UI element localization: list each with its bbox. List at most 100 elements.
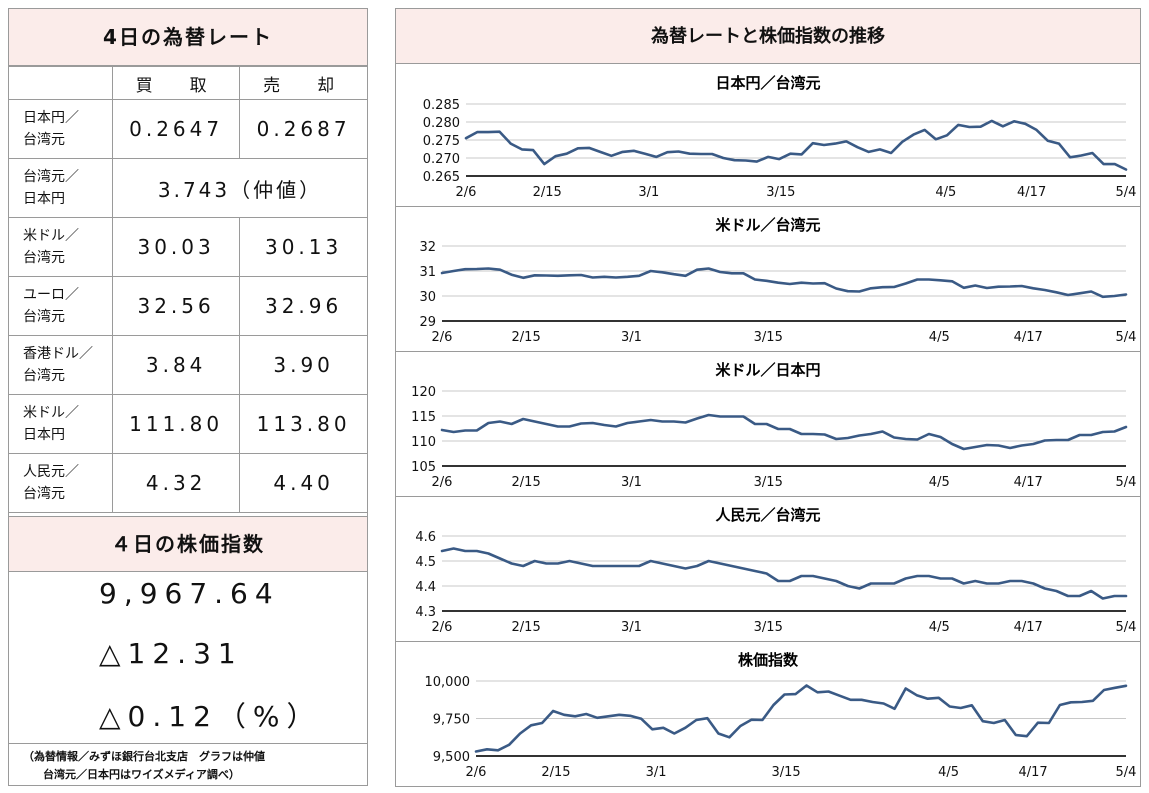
sell-value: 4.40 [239, 453, 367, 513]
x-tick-label: 3/1 [638, 185, 659, 200]
sell-value: 30.13 [239, 217, 367, 277]
stock-value: 9,967.64 [99, 577, 280, 610]
pair-label: 米ドル／ 日本円 [9, 394, 113, 454]
y-tick-label: 105 [411, 460, 436, 475]
header-blank [9, 66, 113, 100]
x-tick-label: 2/6 [432, 475, 453, 490]
source-note: （為替情報／みずほ銀行台北支店 グラフは仲値 台湾元／日本円はワイズメディア調べ… [9, 743, 367, 784]
stock-change-pct: △0.12（%） [99, 700, 322, 733]
x-tick-label: 2/6 [456, 185, 477, 200]
x-tick-label: 5/4 [1116, 475, 1137, 490]
source-note-line2: 台湾元／日本円はワイズメディア調べ） [43, 768, 240, 781]
buy-value: 111.80 [111, 394, 241, 454]
y-tick-label: 0.265 [423, 170, 460, 185]
x-tick-label: 4/17 [1014, 620, 1043, 635]
y-tick-label: 4.6 [415, 530, 436, 545]
y-tick-label: 115 [411, 410, 436, 425]
header-buy: 買 取 [111, 66, 241, 100]
rate-row-eur-twd: ユーロ／ 台湾元 32.56 32.96 [9, 276, 367, 336]
charts-panel: 為替レートと株価指数の推移 日本円／台湾元 0.265 0.270 0.275 0.28… [395, 8, 1141, 787]
series-line [464, 119, 1128, 171]
x-tick-label: 2/6 [466, 765, 487, 780]
y-tick-label: 31 [419, 265, 436, 280]
chart-3: 米ドル／日本円 105 110 115 120 2/6 2/15 3/1 3/15 4/5 4/17… [396, 351, 1140, 490]
stock-change: △12.31 [99, 637, 243, 670]
chart-1: 日本円／台湾元 0.265 0.270 0.275 0.280 0.285 2/6 2/15 3… [423, 74, 1137, 200]
chart-title: 米ドル／日本円 [715, 361, 820, 379]
chart-title: 人民元／台湾元 [715, 506, 820, 524]
y-tick-label: 110 [411, 435, 436, 450]
x-tick-label: 2/15 [533, 185, 562, 200]
y-tick-label: 0.280 [423, 116, 460, 131]
y-tick-label: 9,500 [433, 750, 470, 765]
y-tick-label: 32 [419, 240, 436, 255]
sell-value: 113.80 [239, 394, 367, 454]
sell-value: 0.2687 [239, 99, 367, 159]
pair-label: ユーロ／ 台湾元 [9, 276, 113, 336]
stock-panel: ４日の株価指数 9,967.64 △12.31 △0.12（%） （為替情報／み… [8, 516, 368, 786]
x-tick-label: 4/17 [1017, 185, 1046, 200]
sell-value: 32.96 [239, 276, 367, 336]
mid-value: 3.743（仲値） [112, 158, 367, 218]
series-line [440, 267, 1128, 299]
x-tick-label: 3/15 [771, 765, 800, 780]
y-tick-label: 29 [419, 315, 436, 330]
rate-row-jpy-twd: 日本円／ 台湾元 0.2647 0.2687 [9, 99, 367, 159]
x-tick-label: 3/15 [754, 620, 783, 635]
buy-value: 3.84 [111, 335, 241, 395]
x-tick-label: 3/1 [646, 765, 667, 780]
x-tick-label: 2/15 [541, 765, 570, 780]
charts-title: 為替レートと株価指数の推移 [396, 9, 1140, 64]
buy-value: 4.32 [111, 453, 241, 513]
y-tick-label: 4.5 [415, 555, 436, 570]
chart-5: 株価指数 9,500 9,750 10,000 2/6 2/15 3/1 3/15 4/5 4/1… [396, 641, 1140, 780]
x-tick-label: 2/15 [512, 475, 541, 490]
rate-row-usd-jpy: 米ドル／ 日本円 111.80 113.80 [9, 394, 367, 454]
x-tick-label: 4/5 [929, 330, 950, 345]
x-tick-label: 4/17 [1014, 475, 1043, 490]
chart-title: 米ドル／台湾元 [715, 216, 820, 234]
x-tick-label: 3/1 [621, 330, 642, 345]
header-sell: 売 却 [239, 66, 367, 100]
x-tick-label: 2/15 [512, 620, 541, 635]
x-tick-label: 3/15 [754, 475, 783, 490]
chart-2: 米ドル／台湾元 29 30 31 32 2/6 2/15 3/1 3/15 4/5 4/17 5/4 [396, 206, 1140, 345]
pair-label: 米ドル／ 台湾元 [9, 217, 113, 277]
pair-label: 香港ドル／ 台湾元 [9, 335, 113, 395]
y-tick-label: 0.270 [423, 152, 460, 167]
chart-title: 株価指数 [738, 651, 799, 669]
rate-row-cny-twd: 人民元／ 台湾元 4.32 4.40 [9, 453, 367, 513]
series-line [474, 684, 1128, 753]
chart-title: 日本円／台湾元 [715, 74, 820, 92]
x-tick-label: 4/5 [929, 475, 950, 490]
chart-4: 人民元／台湾元 4.3 4.4 4.5 4.6 2/6 2/15 3/1 3/15 4/5 4/17… [396, 496, 1140, 635]
x-tick-label: 3/1 [621, 475, 642, 490]
x-tick-label: 4/17 [1018, 765, 1047, 780]
x-tick-label: 2/6 [432, 620, 453, 635]
x-tick-label: 5/4 [1116, 330, 1137, 345]
sell-value: 3.90 [239, 335, 367, 395]
x-tick-label: 5/4 [1116, 765, 1137, 780]
y-tick-label: 9,750 [433, 713, 470, 728]
y-tick-label: 0.285 [423, 98, 460, 113]
buy-value: 32.56 [111, 276, 241, 336]
series-line [440, 413, 1128, 451]
y-tick-label: 30 [419, 290, 436, 305]
series-line [440, 547, 1128, 600]
rates-title: 4日の為替レート [9, 9, 367, 66]
rates-header-row: 買 取 売 却 [9, 66, 367, 100]
x-tick-label: 4/5 [929, 620, 950, 635]
pair-label: 人民元／ 台湾元 [9, 453, 113, 513]
y-tick-label: 10,000 [425, 675, 471, 690]
y-tick-label: 120 [411, 385, 436, 400]
rate-row-hkd-twd: 香港ドル／ 台湾元 3.84 3.90 [9, 335, 367, 395]
buy-value: 30.03 [111, 217, 241, 277]
rates-panel: 4日の為替レート 買 取 売 却 日本円／ 台湾元 0.2647 0.2687 台… [8, 8, 368, 517]
x-tick-label: 4/5 [935, 185, 956, 200]
x-tick-label: 4/17 [1014, 330, 1043, 345]
x-tick-label: 5/4 [1116, 620, 1137, 635]
x-tick-label: 2/6 [432, 330, 453, 345]
x-tick-label: 3/15 [766, 185, 795, 200]
rate-row-twd-jpy: 台湾元／ 日本円 3.743（仲値） [9, 158, 367, 218]
rates-table: 買 取 売 却 日本円／ 台湾元 0.2647 0.2687 台湾元／ 日本円 3.… [9, 66, 367, 513]
